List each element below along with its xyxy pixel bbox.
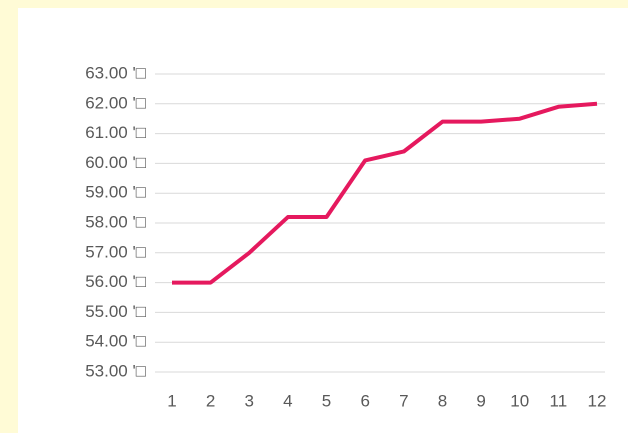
x-tick-label: 8: [438, 391, 447, 410]
x-tick-label: 2: [206, 391, 215, 410]
x-tick-label: 5: [322, 391, 331, 410]
y-tick-label: 60.00 '□: [85, 153, 146, 172]
x-tick-label: 6: [360, 391, 369, 410]
x-tick-label: 3: [245, 391, 254, 410]
chart-panel: [18, 8, 628, 433]
y-tick-label: 55.00 '□: [85, 302, 146, 321]
y-tick-label: 58.00 '□: [85, 212, 146, 231]
x-tick-label: 7: [399, 391, 408, 410]
y-tick-label: 59.00 '□: [85, 183, 146, 202]
x-tick-label: 4: [283, 391, 292, 410]
x-tick-label: 11: [550, 391, 568, 410]
y-tick-label: 57.00 '□: [85, 242, 146, 261]
y-tick-label: 56.00 '□: [85, 272, 146, 291]
y-tick-label: 61.00 '□: [85, 123, 146, 142]
x-tick-label: 10: [510, 391, 529, 410]
x-tick-label: 1: [167, 391, 176, 410]
y-tick-label: 53.00 '□: [85, 361, 146, 380]
y-tick-label: 63.00 '□: [85, 63, 146, 82]
data-line: [172, 101, 598, 285]
y-tick-label: 54.00 '□: [85, 332, 146, 351]
x-tick-label: 9: [476, 391, 485, 410]
y-tick-label: 62.00 '□: [85, 93, 146, 112]
x-tick-label: 12: [588, 391, 607, 410]
